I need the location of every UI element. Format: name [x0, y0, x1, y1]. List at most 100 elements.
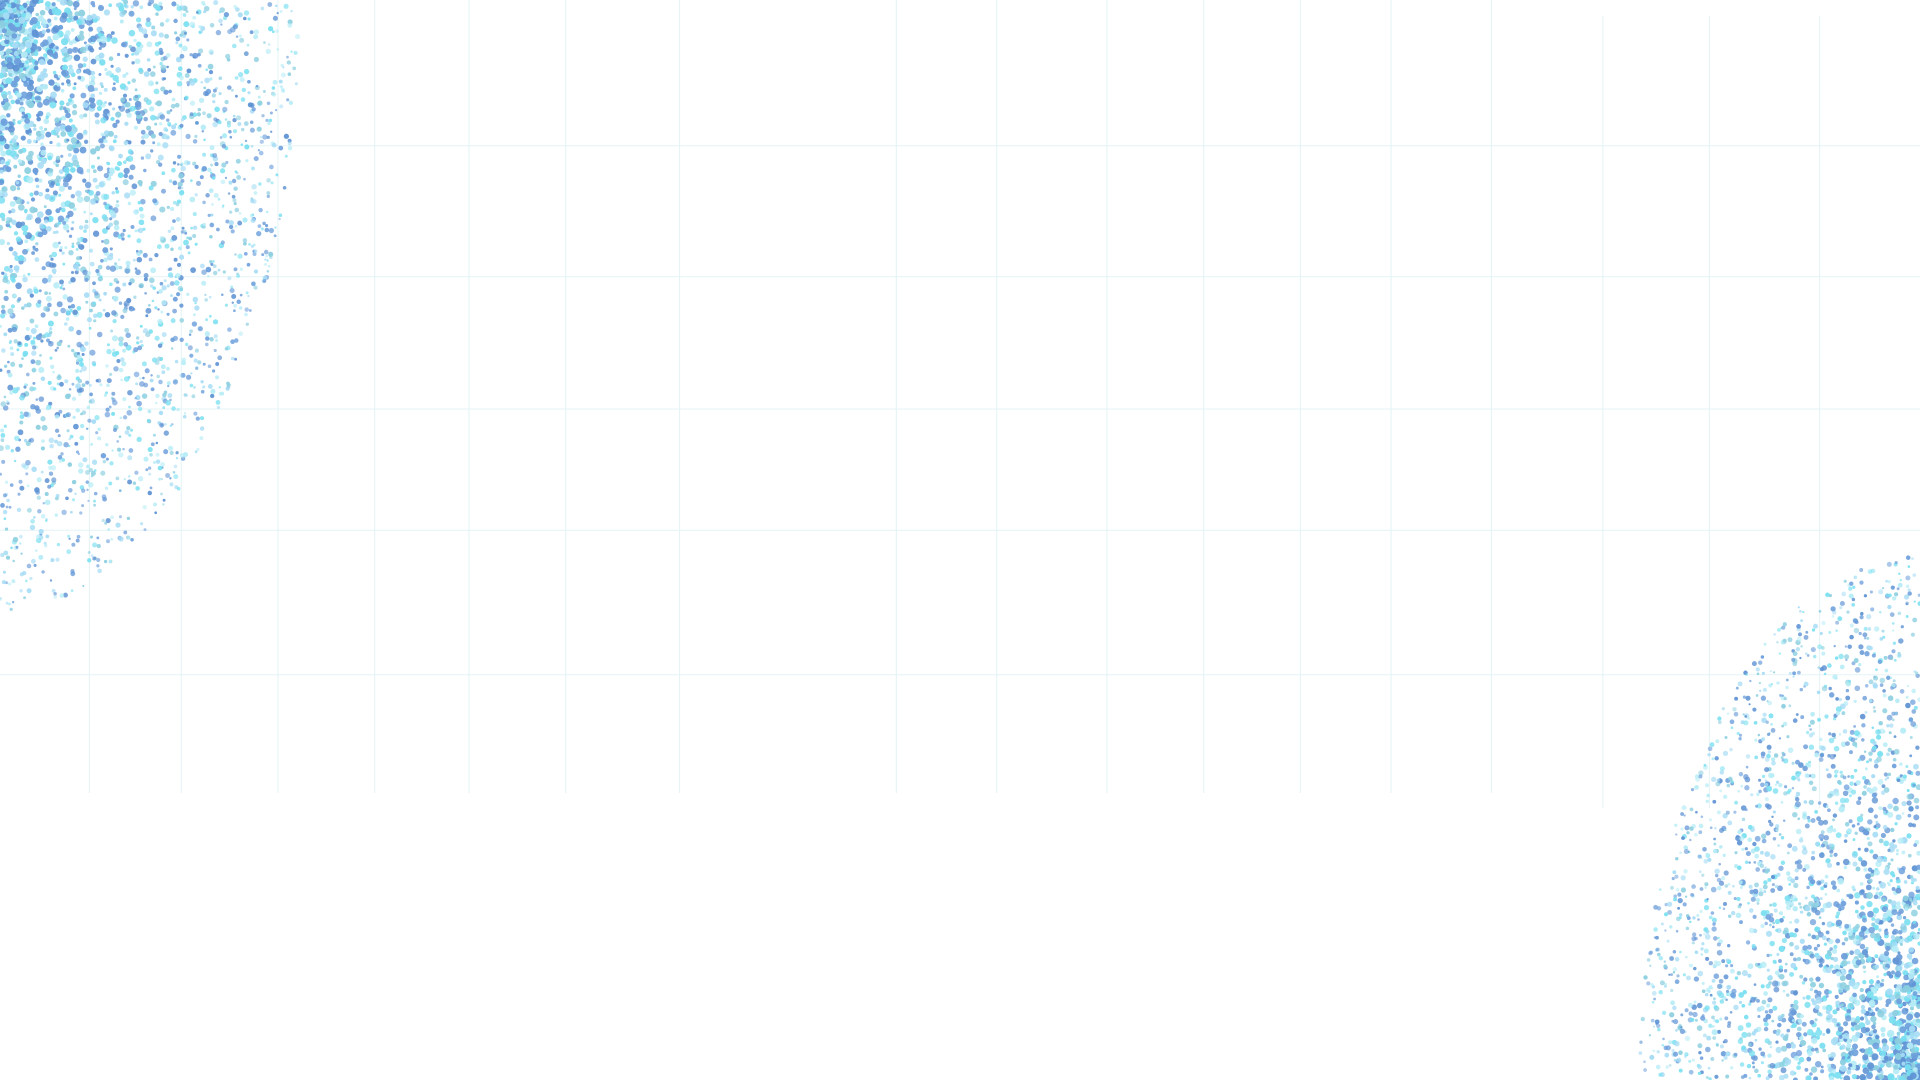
- dot: [127, 475, 131, 478]
- dot: [11, 579, 16, 584]
- dot: [170, 103, 176, 109]
- dot: [1848, 679, 1852, 683]
- dot: [1741, 1003, 1746, 1008]
- dot: [1782, 638, 1787, 643]
- dot: [1913, 814, 1920, 821]
- dot: [262, 134, 268, 140]
- dot: [76, 534, 81, 539]
- dot: [14, 18, 19, 23]
- dot: [79, 511, 83, 515]
- dot: [34, 177, 39, 182]
- dot: [1851, 1049, 1859, 1057]
- dot: [187, 251, 191, 255]
- dot: [272, 79, 278, 85]
- dot: [1744, 715, 1748, 718]
- dot: [159, 114, 166, 120]
- dot: [76, 305, 82, 311]
- dot: [226, 381, 230, 386]
- dot: [41, 570, 45, 574]
- dot: [78, 225, 84, 230]
- dot: [171, 97, 176, 102]
- dot: [216, 227, 220, 232]
- dot: [89, 102, 96, 109]
- dot: [100, 132, 105, 137]
- dot: [1747, 973, 1752, 978]
- dot: [184, 95, 189, 100]
- dot: [260, 227, 264, 231]
- dot: [1769, 822, 1774, 827]
- dot: [265, 210, 269, 214]
- dot: [1745, 940, 1751, 945]
- dot: [106, 378, 112, 384]
- dot: [1741, 817, 1746, 822]
- dot: [10, 208, 16, 214]
- dot: [68, 437, 72, 441]
- dot: [1780, 1033, 1785, 1038]
- dot: [61, 207, 66, 213]
- dot: [64, 109, 69, 114]
- dot: [1691, 1004, 1697, 1010]
- dot: [108, 102, 112, 106]
- dot: [1849, 781, 1854, 786]
- dot: [1676, 974, 1680, 978]
- dot: [1871, 1053, 1879, 1061]
- dot: [95, 200, 99, 204]
- dot: [59, 593, 65, 598]
- dot: [1791, 786, 1795, 790]
- dot: [26, 588, 32, 594]
- dot: [109, 210, 116, 216]
- dot: [1865, 1019, 1871, 1026]
- dot: [0, 72, 5, 79]
- dot: [17, 492, 21, 496]
- dot: [179, 337, 184, 342]
- dot: [1852, 992, 1857, 998]
- dot: [103, 291, 107, 296]
- dot: [65, 79, 71, 84]
- dot: [61, 12, 68, 19]
- dot: [1912, 783, 1916, 787]
- dot: [1836, 1023, 1840, 1027]
- dot: [1754, 1038, 1758, 1042]
- dot: [135, 249, 139, 253]
- dot: [26, 507, 32, 513]
- dot: [125, 332, 131, 338]
- dot: [1818, 833, 1825, 840]
- dot: [137, 179, 143, 186]
- dot: [1789, 971, 1795, 977]
- dot: [1761, 774, 1766, 779]
- dot: [1887, 883, 1891, 887]
- dot: [1703, 927, 1709, 933]
- dot: [262, 279, 267, 283]
- dot: [1876, 975, 1880, 979]
- dot: [1874, 954, 1879, 959]
- dot: [40, 514, 46, 519]
- dot: [1858, 994, 1866, 1001]
- dot: [58, 459, 63, 463]
- dot: [1903, 974, 1909, 981]
- dot: [1756, 803, 1762, 809]
- dot: [38, 191, 44, 197]
- dot: [1843, 1075, 1851, 1080]
- dot: [159, 22, 165, 27]
- dot: [1866, 645, 1871, 651]
- dot: [1763, 642, 1767, 646]
- dot: [44, 478, 50, 484]
- dot: [89, 261, 95, 267]
- dot: [1831, 732, 1836, 738]
- dot: [41, 29, 47, 34]
- dot: [1881, 978, 1885, 982]
- dot: [138, 25, 144, 32]
- dot: [1871, 745, 1877, 751]
- dot: [1839, 982, 1847, 990]
- dot: [1650, 1018, 1655, 1023]
- dot: [66, 429, 70, 433]
- dot: [23, 81, 29, 87]
- dot: [1692, 1011, 1698, 1018]
- dot: [183, 21, 190, 28]
- dot: [1828, 990, 1832, 994]
- dot: [105, 407, 110, 412]
- dot: [35, 359, 42, 366]
- dot: [1891, 718, 1895, 722]
- dot: [1753, 983, 1757, 986]
